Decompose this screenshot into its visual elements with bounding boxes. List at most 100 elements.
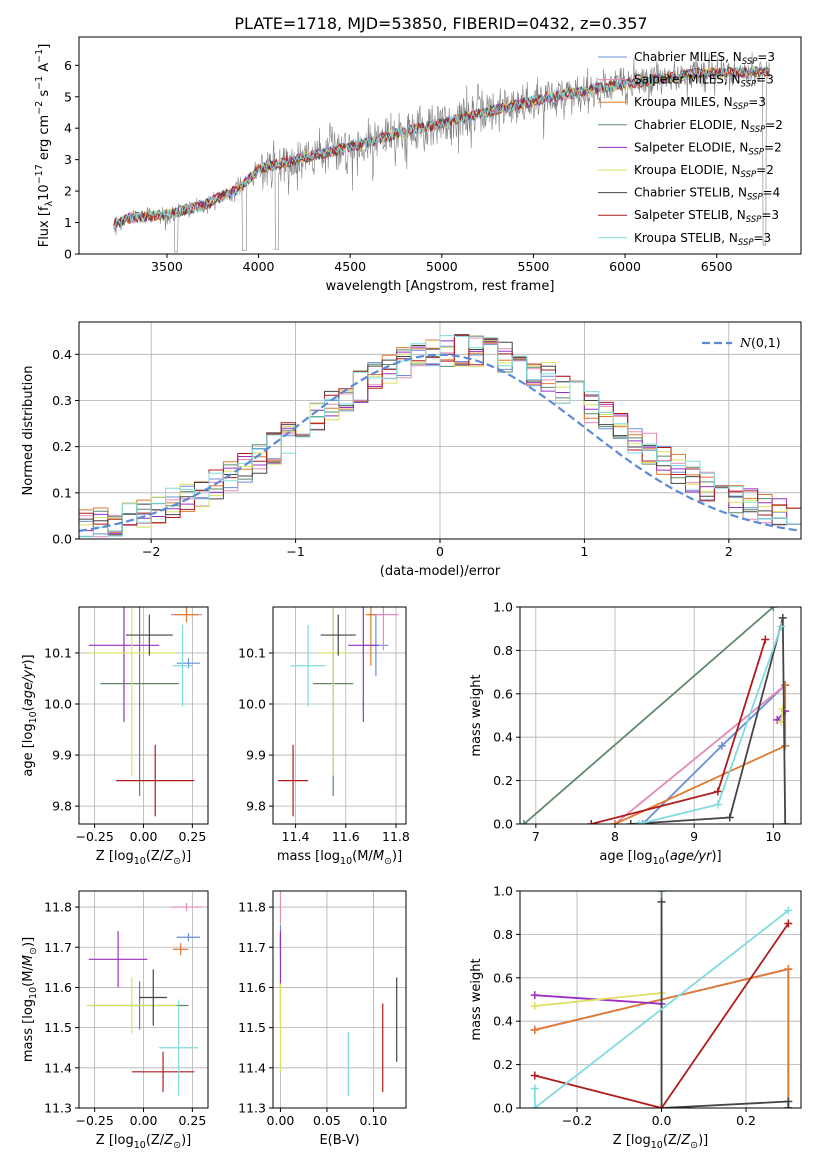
y-tick-label: 0.8 — [493, 643, 513, 658]
series-kroupa-stelib — [634, 622, 786, 824]
legend-label-salpeter-miles: Salpeter MILES, NSSP=3 — [634, 73, 774, 90]
y-tick-label: 1.0 — [493, 600, 513, 615]
point-marker — [784, 919, 793, 928]
point-marker — [784, 965, 793, 974]
series-chabrier-stelib — [626, 613, 790, 824]
plot-area — [279, 891, 398, 1096]
weight-vs-age-y-axis-label: mass weight — [469, 674, 484, 756]
x-tick-label: 6500 — [701, 259, 733, 274]
x-tick-label: 9 — [690, 829, 698, 844]
legend-label-kroupa-miles: Kroupa MILES, NSSP=3 — [634, 95, 766, 112]
y-tick-label: 4 — [64, 121, 72, 136]
y-tick-label: 11.8 — [238, 900, 266, 915]
axes-frame: 7 8 9 10 0.0 0.2 0.4 0.6 0.8 1.0 age [log10(age/yr… — [469, 600, 802, 867]
mass-vs-ebv-x-axis-label: E(B-V) — [319, 1133, 359, 1148]
point-marker — [634, 820, 643, 824]
errorbar-chabrier-stelib — [139, 969, 167, 1026]
axes-frame: 0.00 0.05 0.10 11.3 11.4 11.5 11.6 11.7 11.8 E(B-… — [238, 890, 407, 1148]
panel-residuals — [79, 322, 801, 540]
weight-vs-z-x-axis-label: Z [log10(Z/Z⊙)] — [613, 1133, 708, 1151]
panel-weight-vs-age — [520, 606, 801, 825]
x-tick-label: 7 — [532, 829, 540, 844]
y-tick-label: 1.0 — [493, 884, 513, 899]
series-chabrier-stelib — [657, 897, 793, 1108]
errorbar-kroupa-stelib — [290, 624, 326, 707]
point-marker — [777, 622, 786, 631]
plot-area — [520, 607, 790, 824]
errorbar-salpeter-elodie — [88, 931, 148, 988]
point-marker — [717, 741, 726, 750]
series-kroupa-stelib — [530, 906, 793, 1108]
histogram-kroupa-stelib — [79, 335, 801, 539]
plot-area — [113, 52, 770, 253]
series-chabrier-elodie — [520, 607, 778, 824]
axes-frame: 11.4 11.6 11.8 9.8 9.9 10.0 10.1 mass [log10(M/… — [238, 606, 410, 867]
x-tick-label: 0.2 — [736, 1113, 756, 1128]
y-tick-label: 0 — [64, 247, 72, 262]
x-tick-label: 5500 — [518, 259, 550, 274]
y-tick-label: 11.7 — [44, 940, 72, 955]
series-salpeter-stelib — [587, 635, 770, 824]
x-tick-label: 10 — [765, 829, 781, 844]
panel-spectrum — [113, 52, 770, 253]
point-marker — [657, 1104, 666, 1108]
legend-label-salpeter-elodie: Salpeter ELODIE, NSSP=2 — [634, 140, 782, 157]
age-vs-z-y-axis-label: age [log10(age/yr)] — [21, 654, 39, 776]
point-marker — [769, 607, 778, 611]
errorbar-kroupa-miles — [172, 943, 189, 956]
point-marker — [778, 613, 787, 622]
model-line-kroupa-stelib — [113, 65, 770, 229]
y-tick-label: 10.0 — [44, 697, 72, 712]
legend-label-kroupa-elodie: Kroupa ELODIE, NSSP=2 — [634, 163, 774, 180]
spectrum-x-axis-label: wavelength [Angstrom, rest frame] — [326, 279, 555, 294]
axes-frame: −0.2 0.0 0.2 0.0 0.2 0.4 0.6 0.8 1.0 Z [log10(Z/Z… — [469, 884, 802, 1151]
errorbar-salpeter-stelib — [278, 744, 309, 817]
panel-age-vs-z — [79, 607, 208, 824]
y-tick-label: 0.2 — [493, 1057, 513, 1072]
y-tick-label: 11.4 — [238, 1060, 266, 1075]
y-tick-label: 0.2 — [493, 773, 513, 788]
x-tick-label: 4000 — [243, 259, 275, 274]
residuals-legend: N(0,1) — [702, 335, 781, 350]
y-tick-label: 11.3 — [238, 1101, 266, 1116]
x-tick-label: −0.25 — [75, 829, 113, 844]
errorbar-chabrier-stelib — [125, 614, 173, 656]
spectrum-legend: Chabrier MILES, NSSP=3 Salpeter MILES, NS… — [598, 50, 783, 248]
weight-vs-age-x-axis-label: age [log10(age/yr)] — [599, 849, 721, 867]
point-marker — [530, 1071, 539, 1080]
errorbar-kroupa-miles — [174, 607, 199, 623]
age-vs-mass-x-axis-label: mass [log10(M/M⊙)] — [277, 849, 402, 867]
legend-label-salpeter-stelib: Salpeter STELIB, NSSP=3 — [634, 208, 779, 225]
legend-label-kroupa-stelib: Kroupa STELIB, NSSP=3 — [634, 231, 771, 248]
weight-vs-z-y-axis-label: mass weight — [469, 958, 484, 1040]
x-tick-label: 0.00 — [130, 1113, 158, 1128]
figure-title: PLATE=1718, MJD=53850, FIBERID=0432, z=0… — [234, 14, 647, 33]
point-marker — [530, 1002, 539, 1011]
plot-area — [86, 607, 203, 817]
errorbar-kroupa-elodie — [86, 977, 177, 1034]
x-tick-label: 0.25 — [178, 1113, 206, 1128]
x-tick-label: −0.2 — [562, 1113, 592, 1128]
age-vs-z-x-axis-label: Z [log10(Z/Z⊙)] — [96, 849, 191, 867]
errorbar-kroupa-elodie — [86, 607, 177, 776]
plot-area — [79, 334, 801, 539]
x-tick-label: 4500 — [334, 259, 366, 274]
spectrum-data-line — [113, 52, 770, 253]
residuals-x-axis-label: (data-model)/error — [380, 564, 501, 579]
point-marker — [530, 1104, 539, 1108]
point-marker — [638, 820, 647, 824]
y-tick-label: 11.5 — [44, 1020, 72, 1035]
point-marker — [530, 1084, 539, 1093]
legend-label-chabrier-miles: Chabrier MILES, NSSP=3 — [634, 50, 775, 67]
y-tick-label: 0.6 — [493, 686, 513, 701]
errorbar-salpeter-elodie — [88, 607, 160, 722]
point-marker — [610, 820, 619, 824]
point-marker — [713, 800, 722, 809]
x-tick-label: 1 — [580, 544, 588, 559]
axes-frame: −2 −1 0 1 2 0.0 0.1 0.2 0.3 0.4 (data-model)/error… — [21, 321, 802, 579]
y-tick-label: 0.2 — [52, 439, 72, 454]
point-marker — [657, 891, 666, 895]
series-salpeter-stelib — [530, 919, 793, 1108]
legend-label-chabrier-stelib: Chabrier STELIB, NSSP=4 — [634, 186, 780, 203]
x-tick-label: 8 — [611, 829, 619, 844]
